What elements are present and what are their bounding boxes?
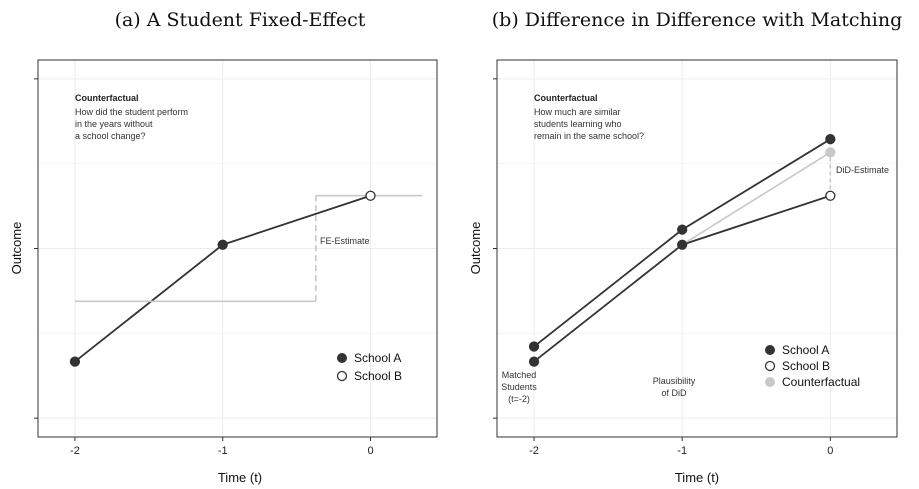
data-point-filled xyxy=(677,239,688,250)
panel-a-grid xyxy=(38,60,437,437)
panel-a-legend: School A School B xyxy=(336,351,402,383)
panel-b-x-ticks: -2 -1 0 xyxy=(529,437,833,457)
x-tick-label: -2 xyxy=(529,445,539,457)
panel-a-lines xyxy=(69,190,423,367)
panel-a-note-title: Counterfactual xyxy=(75,93,139,103)
panel-b-y-axis-label: Outcome xyxy=(468,222,483,275)
data-point-filled xyxy=(69,356,81,367)
data-point-filled xyxy=(677,224,688,235)
did-estimate-label: DiD-Estimate xyxy=(836,165,889,175)
panel-a-x-axis-label: Time (t) xyxy=(218,470,262,485)
panel-b-legend: School A School B Counterfactual xyxy=(764,343,860,389)
x-tick-label: -1 xyxy=(218,445,228,457)
panel-a-note-line: a school change? xyxy=(75,131,146,141)
panel-a-x-ticks: -2 -1 0 xyxy=(70,437,374,457)
panel-b-y-ticks xyxy=(493,78,497,419)
plausibility-label: Plausibility xyxy=(653,376,696,386)
panel-a-y-ticks xyxy=(34,78,38,419)
panel-b-note-line: How much are similar xyxy=(534,107,621,117)
legend-label-school-b: School B xyxy=(782,359,830,373)
data-point-gray xyxy=(825,147,836,158)
panel-a-note-line: in the years without xyxy=(75,119,153,129)
panel-b-grid xyxy=(497,60,897,437)
legend-label-counterfactual: Counterfactual xyxy=(782,375,860,389)
x-tick-label: -1 xyxy=(677,445,687,457)
legend-marker-school-b xyxy=(336,370,348,382)
panel-b-note-line: students learning who xyxy=(534,119,622,129)
panel-b-lines xyxy=(528,134,836,367)
panel-a-y-axis-label: Outcome xyxy=(9,222,24,275)
plausibility-label: of DiD xyxy=(661,388,687,398)
legend-label-school-b: School B xyxy=(354,369,402,383)
panel-a-title: (a) A Student Fixed-Effect xyxy=(115,9,366,31)
matched-students-label: Matched xyxy=(502,370,537,380)
legend-marker-school-a xyxy=(337,353,347,363)
panel-b-note-line: remain in the same school? xyxy=(534,131,644,141)
panel-a: (a) A Student Fixed-Effect -2 -1 0 Time (t… xyxy=(9,9,438,485)
panel-b-title: (b) Difference in Difference with Matchi… xyxy=(492,9,903,31)
data-point-filled xyxy=(217,239,228,250)
legend-marker-counterfactual xyxy=(765,377,775,387)
matched-students-label: (t=-2) xyxy=(508,394,530,404)
panel-b-note-title: Counterfactual xyxy=(534,93,598,103)
x-tick-label: 0 xyxy=(827,445,833,457)
panel-b: (b) Difference in Difference with Matchi… xyxy=(468,9,902,485)
x-tick-label: -2 xyxy=(70,445,80,457)
legend-label-school-a: School A xyxy=(782,343,829,357)
series-line-counterfactual xyxy=(681,151,831,246)
legend-label-school-a: School A xyxy=(354,351,401,365)
data-point-filled xyxy=(528,341,540,352)
data-point-open xyxy=(365,190,376,201)
panel-a-note-line: How did the student perform xyxy=(75,107,188,117)
legend-marker-school-a xyxy=(765,345,775,355)
data-point-open xyxy=(825,190,836,201)
x-tick-label: 0 xyxy=(367,445,373,457)
matched-students-label: Students xyxy=(501,382,537,392)
data-point-filled xyxy=(528,356,540,367)
fe-estimate-label: FE-Estimate xyxy=(320,236,370,246)
legend-marker-school-b xyxy=(764,360,776,372)
panel-b-x-axis-label: Time (t) xyxy=(675,470,719,485)
data-point-filled xyxy=(825,134,836,145)
